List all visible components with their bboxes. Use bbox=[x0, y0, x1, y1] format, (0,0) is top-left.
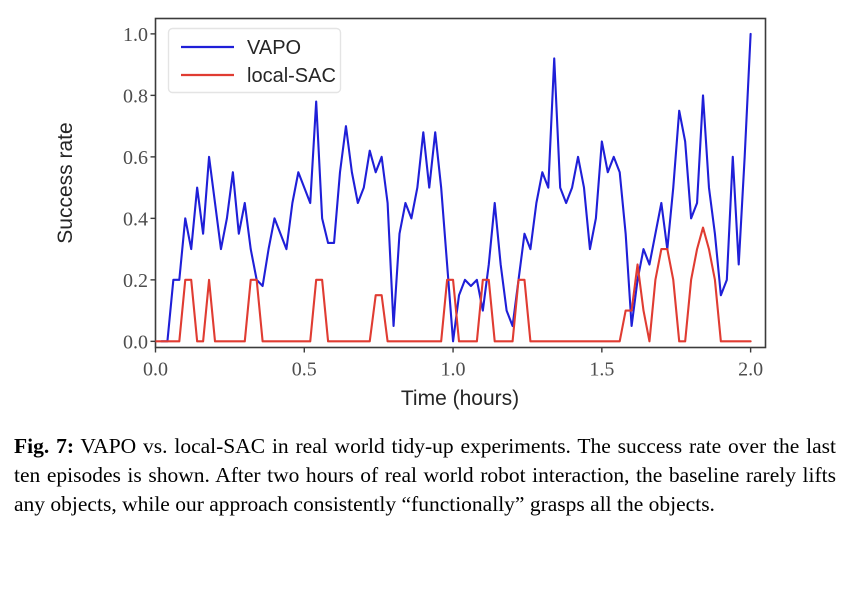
y-axis-tick-labels: 0.0 0.2 0.4 0.6 0.8 1.0 bbox=[123, 24, 148, 353]
x-axis-tick-labels: 0.0 0.5 1.0 1.5 2.0 bbox=[143, 359, 763, 381]
y-tick-label: 0.0 bbox=[123, 331, 148, 353]
legend-label-local-sac: local-SAC bbox=[247, 65, 336, 87]
x-tick-label: 2.0 bbox=[738, 359, 763, 381]
x-tick-label: 0.5 bbox=[292, 359, 317, 381]
y-tick-label: 0.4 bbox=[123, 208, 148, 230]
y-tick-label: 0.2 bbox=[123, 270, 148, 292]
success-rate-line-chart: 0.0 0.2 0.4 0.6 0.8 1.0 0.0 0.5 1.0 1.5 2.0 Succe… bbox=[54, 17, 767, 410]
y-tick-label: 0.8 bbox=[123, 85, 148, 107]
legend-entries: VAPO local-SAC bbox=[181, 37, 336, 87]
legend-label-vapo: VAPO bbox=[247, 37, 301, 59]
data-series-layer bbox=[155, 32, 752, 343]
y-tick-label: 1.0 bbox=[123, 24, 148, 46]
axis-tick-marks bbox=[150, 33, 752, 353]
x-tick-label: 0.0 bbox=[143, 359, 168, 381]
y-tick-label: 0.6 bbox=[123, 147, 148, 169]
chart-plot-area: 0.0 0.2 0.4 0.6 0.8 1.0 0.0 0.5 1.0 1.5 2.0 Succe… bbox=[54, 17, 767, 410]
figure-number-label: Fig. 7: bbox=[14, 434, 74, 458]
chart-legend: VAPO local-SAC bbox=[167, 27, 342, 94]
series-line-local-sac bbox=[155, 226, 752, 343]
x-tick-label: 1.5 bbox=[589, 359, 614, 381]
x-tick-label: 1.0 bbox=[441, 359, 466, 381]
figure-caption: Fig. 7: VAPO vs. local-SAC in real world… bbox=[14, 432, 836, 519]
x-axis-label: Time (hours) bbox=[401, 387, 519, 410]
figure-caption-text: VAPO vs. local-SAC in real world tidy-up… bbox=[14, 434, 836, 516]
legend-box bbox=[167, 27, 342, 94]
y-axis-label: Success rate bbox=[54, 122, 77, 243]
